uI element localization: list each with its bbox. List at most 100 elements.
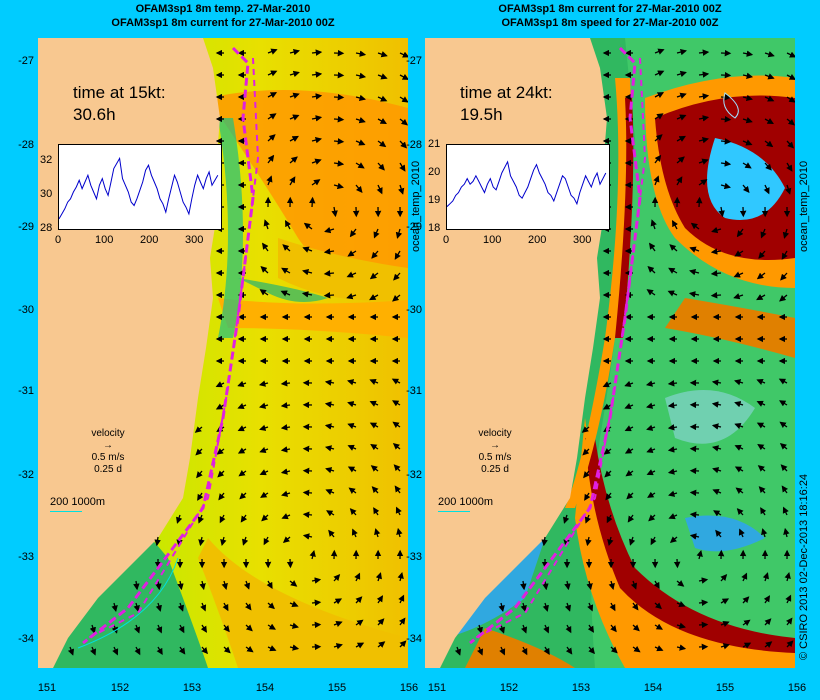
velocity-arrow (786, 617, 793, 626)
velocity-arrow (259, 446, 269, 454)
velocity-arrow (373, 228, 380, 239)
y-tick-label: -30 (406, 304, 422, 316)
velocity-arrow (393, 272, 401, 281)
velocity-arrow (260, 491, 269, 498)
velocity-arrow (351, 528, 358, 538)
velocity-arrow (720, 160, 732, 167)
velocity-arrow (676, 580, 685, 587)
velocity-arrow (784, 571, 791, 582)
velocity-arrow (333, 182, 344, 190)
velocity-arrow (280, 446, 291, 453)
inset-tick-label: 0 (443, 234, 450, 246)
velocity-arrow (177, 602, 184, 612)
velocity-arrow (240, 514, 248, 523)
velocity-arrow (311, 71, 323, 78)
y-tick-label: -34 (18, 633, 34, 645)
velocity-arrow (354, 572, 361, 582)
velocity-arrow (758, 250, 766, 259)
velocity-arrow (267, 602, 275, 610)
velocity-arrow (676, 622, 686, 629)
velocity-arrow (280, 402, 291, 409)
velocity-arrow (267, 113, 277, 120)
x-tick-label: 151 (37, 682, 57, 694)
x-tick-label: 152 (110, 682, 130, 694)
velocity-arrow (584, 514, 591, 524)
velocity-arrow (688, 268, 700, 276)
velocity-arrow (280, 380, 291, 387)
velocity-arrow (603, 448, 612, 455)
velocity-arrow (311, 179, 321, 186)
velocity-arrow (267, 92, 278, 99)
inset-tick-label: 19 (428, 194, 441, 206)
velocity-arrow (764, 118, 774, 125)
velocity-arrow (239, 492, 247, 500)
velocity-arrow (289, 92, 300, 99)
velocity-arrow (764, 95, 775, 102)
velocity-arrow (133, 580, 140, 591)
velocity-arrow (742, 139, 753, 146)
velocity-arrow (695, 196, 703, 208)
velocity-arrow (698, 93, 710, 100)
velocity-arrow (477, 646, 484, 656)
velocity-arrow (720, 598, 730, 605)
velocity-arrow (331, 206, 338, 218)
velocity-arrow (688, 291, 700, 298)
velocity-arrow (756, 422, 766, 429)
velocity-arrow (520, 602, 527, 612)
velocity-arrow (309, 549, 316, 560)
velocity-arrow (756, 294, 766, 301)
velocity-arrow (610, 624, 617, 633)
velocity-arrow (280, 424, 291, 431)
velocity-arrow (328, 529, 335, 538)
right-inset-chart (446, 144, 610, 230)
velocity-arrow (369, 400, 379, 407)
velocity-arrow (370, 443, 379, 451)
velocity-arrow (735, 487, 744, 494)
velocity-arrow (676, 114, 687, 121)
velocity-arrow (646, 402, 656, 409)
velocity-arrow (786, 640, 794, 648)
velocity-arrow (258, 380, 269, 387)
velocity-arrow (676, 70, 687, 78)
velocity-arrow (197, 492, 204, 501)
velocity-arrow (710, 248, 722, 255)
velocity-arrow (394, 250, 401, 260)
right-map-panel (425, 38, 795, 668)
left-track (82, 46, 255, 645)
velocity-arrow (347, 401, 357, 408)
velocity-arrow (742, 72, 754, 79)
velocity-arrow (392, 443, 401, 450)
left-map-svg (38, 38, 408, 668)
velocity-arrow (786, 96, 795, 103)
velocity-arrow (757, 465, 766, 472)
y-tick-label: -31 (18, 385, 34, 397)
velocity-arrow (654, 623, 663, 630)
velocity-arrow (267, 70, 278, 77)
velocity-arrow (698, 158, 709, 165)
velocity-arrow (263, 536, 270, 546)
velocity-arrow (646, 446, 656, 454)
velocity-arrow (245, 645, 254, 653)
right-map-svg (425, 38, 795, 668)
velocity-arrow (624, 403, 634, 410)
velocity-arrow (369, 378, 379, 385)
velocity-arrow (667, 446, 678, 453)
velocity-arrow (195, 448, 203, 456)
velocity-arrow (282, 244, 291, 252)
velocity-arrow (698, 49, 710, 56)
velocity-arrow (399, 640, 407, 648)
velocity-arrow (155, 602, 162, 612)
velocity-arrow (237, 447, 247, 454)
velocity-arrow (289, 114, 300, 121)
inset-tick-label: 18 (428, 222, 441, 234)
left-depth-legend: 200 1000m (50, 496, 120, 512)
velocity-arrow (355, 184, 363, 193)
inset-tick-label: 20 (428, 166, 441, 178)
velocity-arrow (333, 620, 343, 628)
velocity-arrow (654, 134, 663, 142)
velocity-arrow (624, 447, 634, 454)
velocity-arrow (742, 619, 751, 627)
right-inset-svg (446, 160, 607, 207)
y-tick-label: -33 (406, 551, 422, 563)
velocity-arrow (217, 470, 225, 478)
